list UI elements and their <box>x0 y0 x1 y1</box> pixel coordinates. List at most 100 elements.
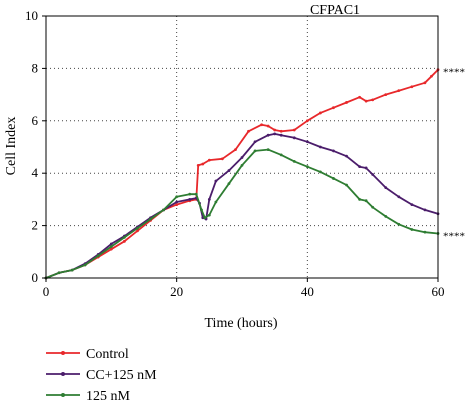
data-point <box>109 242 113 246</box>
data-point <box>410 85 414 89</box>
chart-title: CFPAC1 <box>310 3 360 18</box>
data-point <box>266 133 270 137</box>
data-point <box>123 239 126 243</box>
data-point <box>234 148 237 152</box>
x-tick-label: 60 <box>432 284 445 299</box>
data-point <box>364 99 368 103</box>
data-point <box>214 200 218 204</box>
data-point <box>162 208 166 212</box>
x-axis-label: Time (hours) <box>205 316 278 331</box>
data-point <box>136 226 139 230</box>
data-point <box>397 222 401 226</box>
data-point <box>253 149 257 153</box>
data-point <box>345 101 348 104</box>
data-point <box>371 98 375 102</box>
data-point <box>200 208 203 212</box>
x-tick-label: 20 <box>170 284 183 299</box>
data-point <box>240 163 244 167</box>
plot-area-frame <box>45 15 439 279</box>
data-point <box>279 129 283 133</box>
data-point <box>188 198 192 201</box>
data-point <box>240 156 244 159</box>
data-point <box>207 213 211 217</box>
axis-ticks: 0 20 40 60 0 2 4 6 8 10 <box>25 8 445 299</box>
data-point <box>364 166 368 170</box>
significance-label: **** <box>443 67 465 79</box>
data-point <box>207 158 211 162</box>
y-axis-label: Cell Index <box>4 117 19 176</box>
series-layer <box>44 68 440 280</box>
data-point <box>364 199 368 203</box>
grid-lines <box>46 16 438 278</box>
data-point <box>371 205 375 209</box>
data-point <box>358 165 361 169</box>
legend-marker <box>61 393 65 397</box>
data-point <box>279 133 283 137</box>
data-point <box>123 235 126 239</box>
data-point <box>305 165 309 169</box>
data-point <box>358 95 361 99</box>
data-point <box>136 229 139 233</box>
y-tick-label: 6 <box>32 113 39 128</box>
data-point <box>305 140 309 144</box>
data-point <box>319 111 322 115</box>
data-point <box>247 129 250 133</box>
data-point <box>319 145 322 149</box>
data-point <box>109 247 113 251</box>
data-point <box>397 195 401 199</box>
data-point <box>266 148 270 152</box>
data-point <box>384 215 388 218</box>
data-point <box>332 177 335 180</box>
data-point <box>423 230 427 234</box>
x-tick-label: 40 <box>301 284 314 299</box>
data-point <box>188 192 192 196</box>
data-point <box>332 106 335 110</box>
data-point <box>292 160 296 163</box>
significance-label: **** <box>443 230 465 242</box>
y-tick-label: 0 <box>32 270 39 285</box>
data-point <box>70 268 74 272</box>
data-point <box>149 217 152 221</box>
data-point <box>423 81 427 85</box>
series-line-0 <box>45 69 439 279</box>
data-point <box>273 128 277 132</box>
data-point <box>358 198 361 201</box>
data-point <box>96 254 100 258</box>
data-point <box>292 128 296 132</box>
series-line-2 <box>45 148 439 279</box>
data-point <box>227 182 231 186</box>
data-point <box>201 162 205 166</box>
data-point <box>423 208 427 212</box>
data-point <box>221 157 224 161</box>
data-point <box>319 170 322 174</box>
data-point <box>57 271 61 275</box>
legend: Control CC+125 nM 125 nM <box>46 347 157 403</box>
data-point <box>194 192 198 196</box>
y-tick-label: 2 <box>32 218 39 233</box>
data-point <box>260 123 263 127</box>
data-point <box>292 136 296 140</box>
x-tick-label: 0 <box>43 284 50 299</box>
data-point <box>203 216 207 220</box>
data-point <box>109 245 113 248</box>
data-point <box>345 183 348 187</box>
data-point <box>384 186 388 190</box>
data-point <box>83 263 87 267</box>
y-tick-label: 8 <box>32 60 39 75</box>
data-point <box>175 200 179 204</box>
data-point <box>410 228 414 231</box>
data-point <box>201 216 205 220</box>
data-point <box>266 124 270 128</box>
y-tick-label: 10 <box>25 8 38 23</box>
data-point <box>384 93 388 96</box>
data-point <box>175 195 179 199</box>
legend-entry-label: Control <box>86 347 129 362</box>
data-point <box>345 154 348 158</box>
data-point <box>279 153 283 157</box>
data-point <box>175 203 179 207</box>
data-point <box>273 132 277 136</box>
legend-marker <box>61 351 65 355</box>
data-point <box>253 140 257 144</box>
data-point <box>332 149 335 153</box>
data-point <box>410 203 414 207</box>
